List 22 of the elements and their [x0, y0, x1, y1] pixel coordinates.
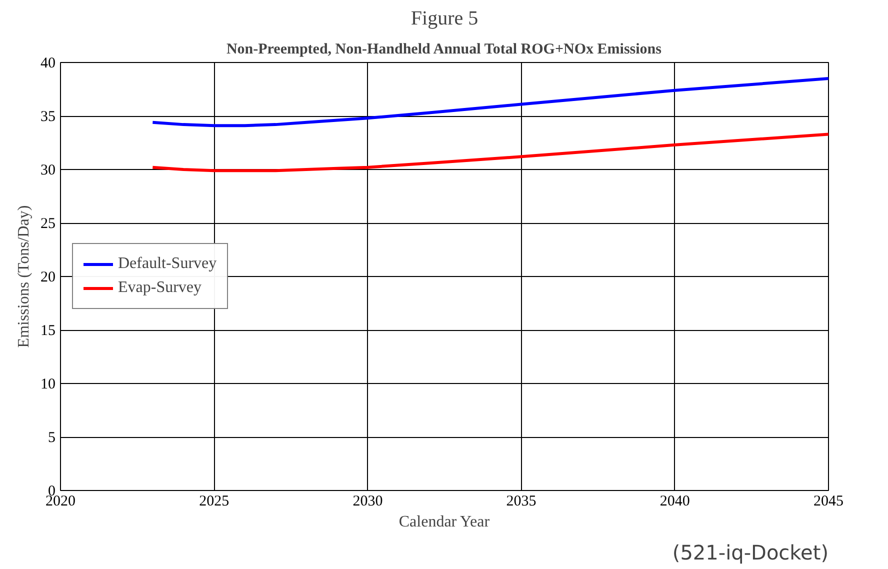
y-tick-label: 10: [40, 376, 56, 392]
y-tick-label: 25: [40, 216, 56, 232]
chart-title: Non-Preempted, Non-Handheld Annual Total ROG+NOx Emissions: [226, 42, 662, 58]
caption: Figure 5: [410, 8, 478, 30]
y-tick-label: 20: [40, 270, 56, 286]
line-series: [151, 132, 828, 172]
text: (521-iq-Docket): [672, 540, 829, 564]
y-tick-label: 35: [40, 109, 56, 125]
y-tick-label: 5: [48, 430, 56, 446]
x-tick-label: 2045: [814, 494, 844, 510]
legend-label: Evap-Survey: [118, 279, 202, 297]
legend-label: Default-Survey: [118, 255, 217, 273]
y-axis-title: Emissions (Tons/Day): [16, 205, 32, 348]
x-tick-label: 2025: [199, 494, 230, 510]
y-tick-label: 40: [40, 56, 56, 72]
x-tick-label: 2040: [660, 494, 690, 510]
y-tick-label: 15: [40, 323, 56, 339]
x-tick-label: 2030: [352, 494, 383, 510]
x-axis-title: Calendar Year: [398, 514, 490, 530]
y-tick-label: 30: [40, 162, 56, 178]
x-tick-label: 2035: [506, 494, 536, 510]
line-series: [151, 77, 828, 128]
